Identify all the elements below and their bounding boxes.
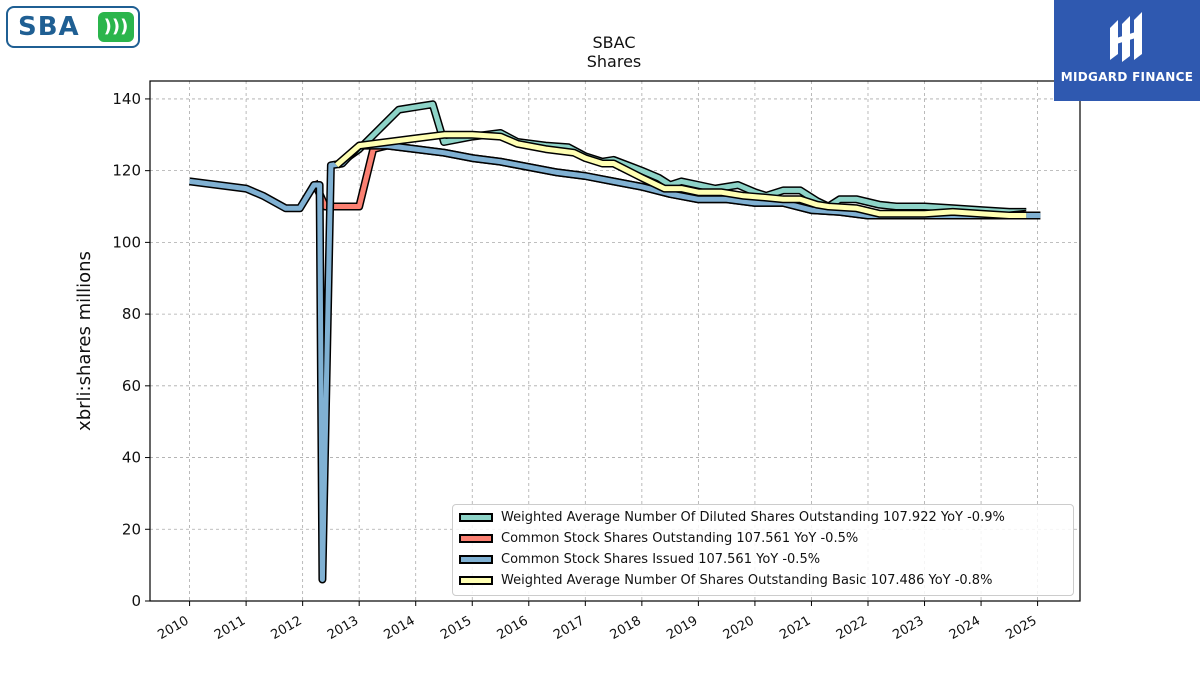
y-axis-label: xbrli:shares millions	[74, 251, 95, 431]
x-tick-label: 2025	[1003, 613, 1039, 643]
signal-icon: )))	[98, 12, 134, 42]
legend-label-issued: Common Stock Shares Issued 107.561 YoY -…	[501, 551, 821, 567]
x-tick-label: 2023	[890, 613, 926, 643]
y-tick-label: 40	[122, 449, 141, 467]
y-axis-ticks: 0 20 40 60 80 100 120 140	[112, 90, 150, 610]
midgard-logo-text: MIDGARD FINANCE	[1060, 70, 1194, 84]
y-tick-label: 100	[112, 233, 141, 251]
x-tick-label: 2014	[382, 613, 418, 643]
y-tick-label: 140	[112, 90, 141, 108]
x-tick-label: 2024	[947, 613, 983, 643]
x-tick-label: 2017	[551, 613, 587, 643]
legend-item-outstanding: Common Stock Shares Outstanding 107.561 …	[459, 529, 858, 547]
x-tick-label: 2022	[834, 613, 870, 643]
midgard-mark-icon	[1110, 12, 1142, 62]
plot-frame	[149, 80, 1081, 602]
sba-logo: SBA )))	[6, 6, 140, 48]
y-tick-label: 60	[122, 377, 141, 395]
series-layer	[189, 100, 1041, 584]
x-tick-label: 2011	[212, 613, 248, 643]
legend-swatch-diluted	[459, 512, 493, 522]
sba-logo-text: SBA	[18, 12, 80, 42]
y-tick-label: 0	[131, 592, 141, 610]
legend-label-basic: Weighted Average Number Of Shares Outsta…	[501, 572, 993, 588]
x-tick-label: 2013	[325, 613, 361, 643]
x-tick-label: 2010	[155, 613, 191, 643]
legend-swatch-basic	[459, 575, 493, 585]
x-tick-label: 2018	[608, 613, 644, 643]
x-tick-label: 2016	[495, 613, 531, 643]
series-line-3	[334, 132, 1027, 218]
legend-item-issued: Common Stock Shares Issued 107.561 YoY -…	[459, 550, 820, 568]
x-axis-ticks: 2010 2011 2012 2013 2014 2015 2016 2017 2018 2019…	[155, 601, 1040, 643]
y-tick-label: 20	[122, 520, 141, 538]
legend-swatch-issued	[459, 554, 493, 564]
chart-title: SBAC	[593, 33, 636, 52]
legend-label-diluted: Weighted Average Number Of Diluted Share…	[501, 509, 1005, 525]
midgard-finance-logo: MIDGARD FINANCE	[1054, 0, 1200, 101]
x-tick-label: 2012	[268, 613, 304, 643]
y-tick-label: 80	[122, 305, 141, 323]
legend-swatch-outstanding	[459, 533, 493, 543]
legend-label-outstanding: Common Stock Shares Outstanding 107.561 …	[501, 530, 859, 546]
x-tick-label: 2021	[777, 613, 813, 643]
chart-subtitle: Shares	[587, 52, 642, 71]
x-tick-label: 2020	[721, 613, 757, 643]
x-tick-label: 2019	[664, 613, 700, 643]
legend-item-basic: Weighted Average Number Of Shares Outsta…	[459, 571, 992, 589]
legend-item-diluted: Weighted Average Number Of Diluted Share…	[459, 508, 1005, 526]
x-tick-label: 2015	[438, 613, 474, 643]
y-tick-label: 120	[112, 162, 141, 180]
legend: Weighted Average Number Of Diluted Share…	[452, 504, 1074, 596]
